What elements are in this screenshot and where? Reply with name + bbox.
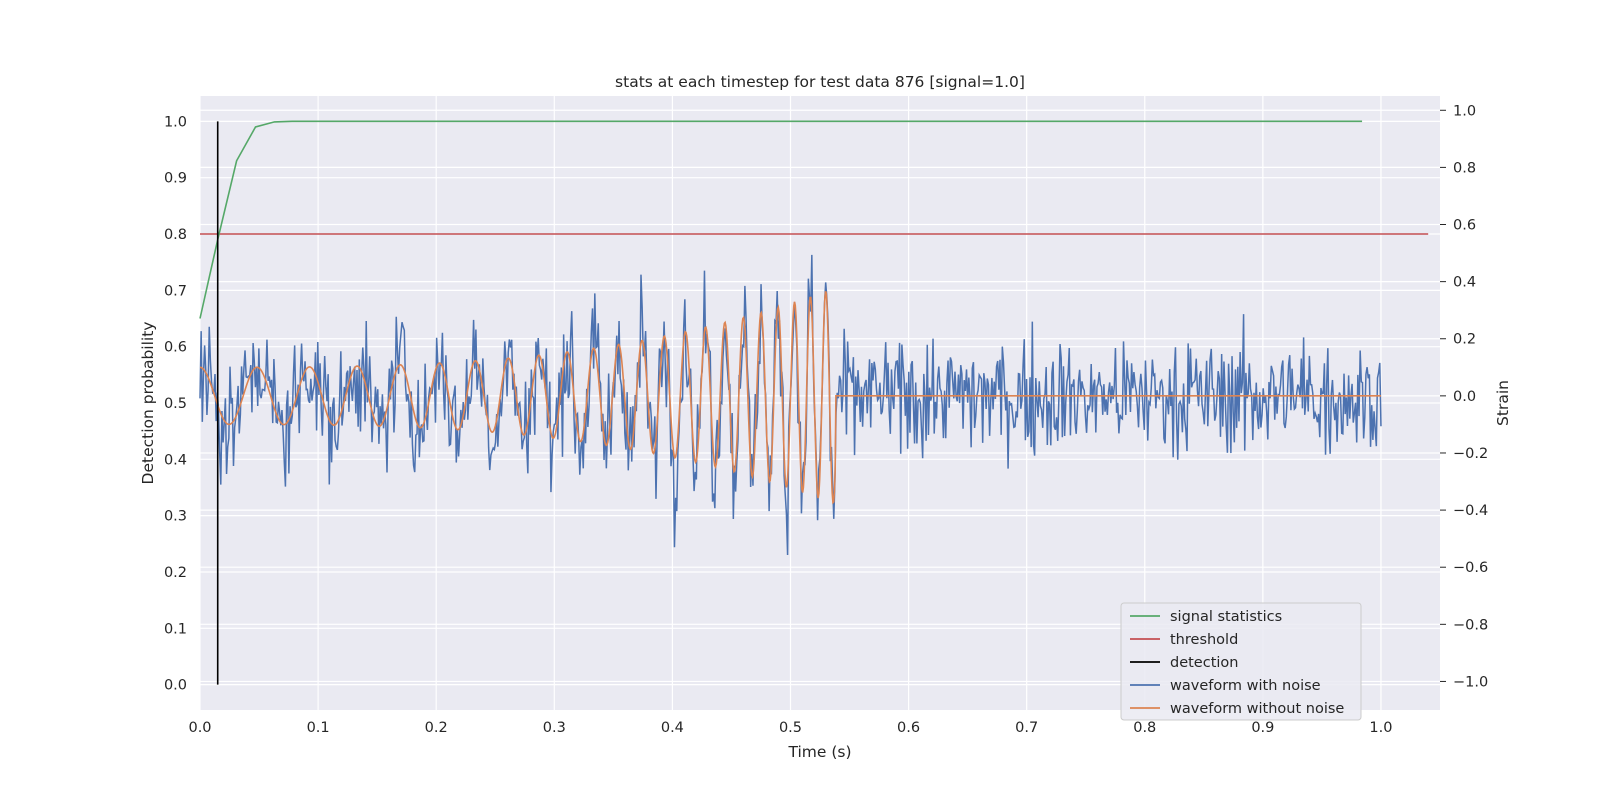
x-tick-label: 0.7 — [1015, 720, 1038, 736]
x-tick-label: 1.0 — [1369, 720, 1392, 736]
x-tick-label: 0.3 — [543, 720, 566, 736]
series-signal-statistics — [199, 120, 1363, 319]
legend-label-threshold: threshold — [1170, 632, 1238, 648]
y2-tick-label: −0.8 — [1453, 617, 1488, 633]
y-tick-label: 0.8 — [164, 227, 187, 243]
y2-tick-label: −1.0 — [1453, 674, 1488, 690]
y2-tick-label: 0.8 — [1453, 160, 1476, 176]
y-tick-label: 0.5 — [164, 396, 187, 412]
y2-tick-label: 0.2 — [1453, 332, 1476, 348]
series-layer — [199, 120, 1429, 685]
y-tick-label: 0.2 — [164, 565, 187, 581]
y2-tick-label: −0.6 — [1453, 560, 1488, 576]
legend-label-waveform-without-noise: waveform without noise — [1170, 701, 1344, 717]
y2-tick-label: −0.2 — [1453, 446, 1488, 462]
y2-tick-label: 1.0 — [1453, 103, 1476, 119]
y2-tick-label: 0.0 — [1453, 389, 1476, 405]
y-tick-label: 0.0 — [164, 678, 187, 694]
y-tick-label: 0.7 — [164, 283, 187, 299]
legend-label-detection: detection — [1170, 655, 1238, 671]
x-axis-label: Time (s) — [787, 743, 851, 761]
x-tick-label: 0.4 — [661, 720, 684, 736]
legend-label-signal-statistics: signal statistics — [1170, 609, 1282, 625]
legend: signal statistics threshold detection wa… — [1120, 602, 1362, 721]
legend-box — [1120, 602, 1362, 721]
y2-tick-label: 0.4 — [1453, 275, 1476, 291]
ticks: 0.0 0.1 0.2 0.3 0.4 0.5 0.6 0.7 0.8 0.9 1.0 0.0 0.1 0… — [164, 103, 1488, 736]
chart-title: stats at each timestep for test data 876… — [615, 73, 1025, 91]
y-tick-label: 0.4 — [164, 452, 187, 468]
x-tick-label: 0.9 — [1251, 720, 1274, 736]
x-tick-label: 0.5 — [779, 720, 802, 736]
x-tick-label: 0.0 — [188, 720, 211, 736]
y-tick-label: 0.6 — [164, 340, 187, 356]
y-tick-label: 0.3 — [164, 509, 187, 525]
y-tick-label: 0.1 — [164, 621, 187, 637]
x-tick-label: 0.2 — [425, 720, 448, 736]
y-axis-label: Detection probability — [139, 322, 157, 485]
legend-label-waveform-with-noise: waveform with noise — [1170, 678, 1321, 694]
y-tick-label: 0.9 — [164, 171, 187, 187]
x-tick-label: 0.8 — [1133, 720, 1156, 736]
x-tick-label: 0.1 — [307, 720, 330, 736]
y2-axis-label: Strain — [1494, 380, 1512, 426]
series-waveform-without-noise — [199, 291, 1381, 505]
y2-tick-label: 0.6 — [1453, 218, 1476, 234]
y-tick-label: 1.0 — [164, 114, 187, 130]
x-tick-label: 0.6 — [897, 720, 920, 736]
y2-tick-label: −0.4 — [1453, 503, 1488, 519]
